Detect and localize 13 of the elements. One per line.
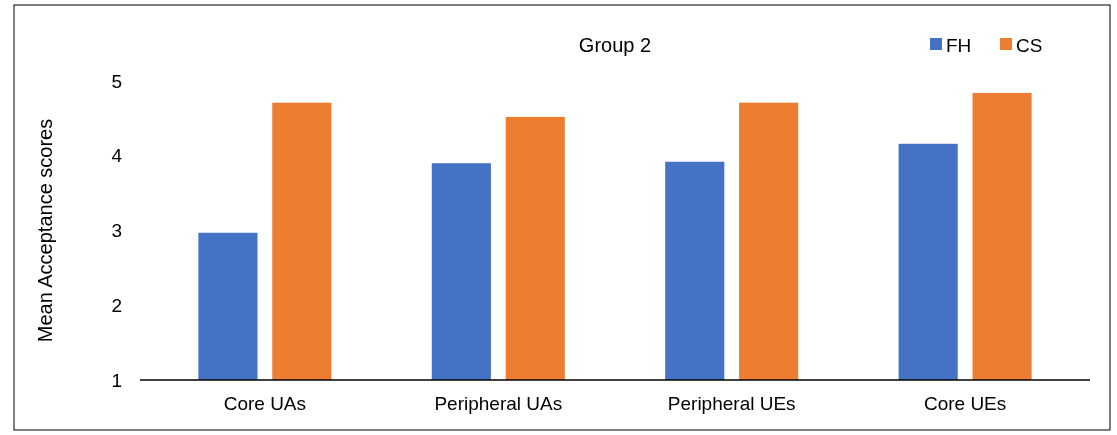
legend-label: CS [1016,34,1043,56]
x-tick-label: Core UEs [923,393,1007,414]
y-tick-label: 3 [111,220,122,242]
y-tick-label: 1 [111,369,122,391]
legend-label: FH [946,34,972,56]
y-tick-label: 5 [111,70,122,92]
chart-title: Group 2 [578,34,652,56]
x-tick-label: Peripheral UEs [667,393,796,414]
y-tick-label: 4 [111,145,123,167]
y-axis-title: Mean Acceptance scores [34,118,56,343]
x-tick-label: Peripheral UAs [434,393,563,414]
y-tick-label: 2 [111,294,122,316]
x-tick-label: Core UAs [223,393,307,414]
